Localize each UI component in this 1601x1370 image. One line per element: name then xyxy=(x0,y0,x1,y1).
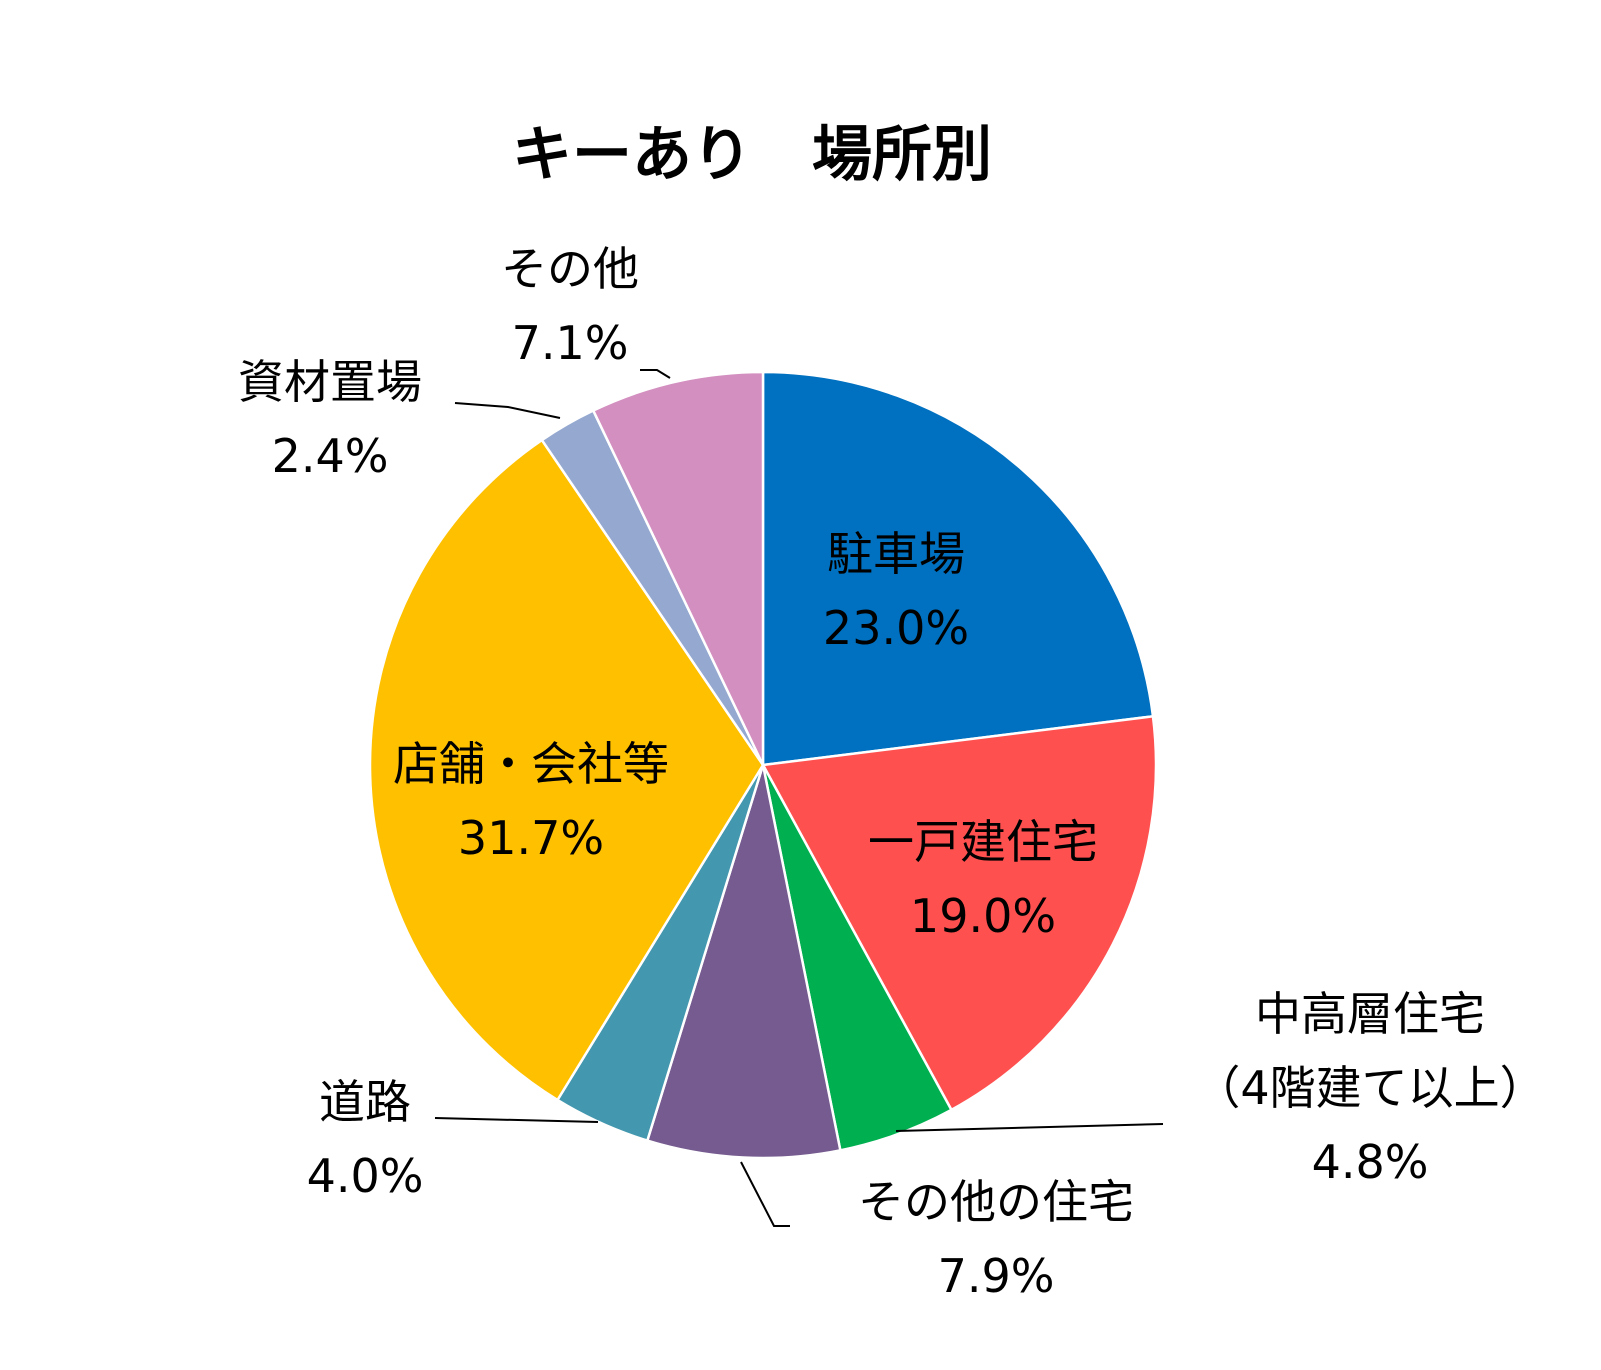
pie-slice-4 xyxy=(646,763,842,1160)
leader-line-8 xyxy=(640,369,671,379)
leader-line-3 xyxy=(895,1123,1164,1132)
slice-value-label-4: 7.9% xyxy=(938,1249,1055,1303)
slice-label-4: その他の住宅 xyxy=(858,1175,1134,1229)
pie-slice-2 xyxy=(761,715,1158,1112)
slice-label-7: 資材置場 xyxy=(238,355,422,409)
slice-labels: 駐車場 23.0% 一戸建住宅 19.0% 中高層住宅 （4階建て以上） 4.8% その他の住… xyxy=(238,242,1546,1303)
slice-label-2: 一戸建住宅 xyxy=(868,815,1098,869)
slice-label-6: 店舗・会社等 xyxy=(393,737,669,791)
slice-label-1: 駐車場 xyxy=(827,527,965,581)
slice-value-label-5: 4.0% xyxy=(307,1149,424,1203)
slice-value-label-6: 31.7% xyxy=(458,811,604,865)
pie-slice-1 xyxy=(761,370,1155,767)
slice-value-label-3: 4.8% xyxy=(1312,1135,1429,1189)
slice-sublabel-3: （4階建て以上） xyxy=(1194,1061,1545,1115)
pie-slices xyxy=(368,370,1158,1160)
chart-title: キーあり 場所別 xyxy=(512,120,992,190)
slice-label-5: 道路 xyxy=(319,1075,411,1129)
leader-line-4 xyxy=(740,1161,790,1227)
slice-value-label-7: 2.4% xyxy=(272,429,389,483)
slice-label-3: 中高層住宅 xyxy=(1255,987,1485,1041)
slice-value-label-1: 23.0% xyxy=(823,601,969,655)
leader-lines xyxy=(434,369,1164,1227)
slice-value-label-2: 19.0% xyxy=(910,889,1056,943)
leader-line-5 xyxy=(434,1117,599,1123)
pie-slice-6 xyxy=(368,438,765,1102)
leader-line-7 xyxy=(454,402,561,419)
pie-slice-8 xyxy=(592,370,765,767)
slice-value-label-8: 7.1% xyxy=(512,316,629,370)
slice-label-8: その他 xyxy=(501,242,639,296)
